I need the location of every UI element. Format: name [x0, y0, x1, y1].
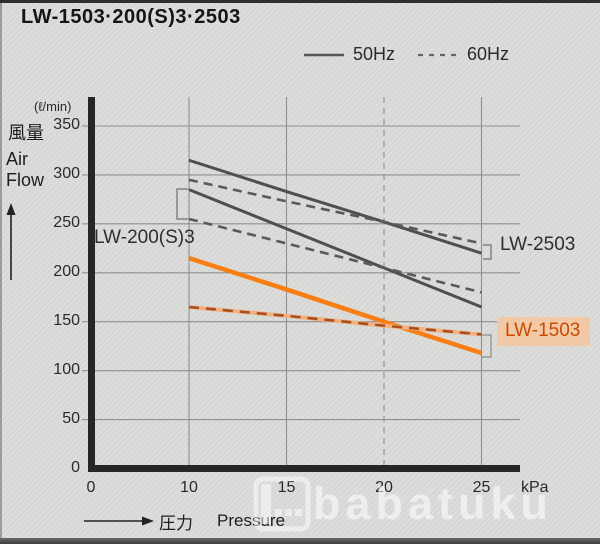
y-axis-unit: (ℓ/min)	[34, 99, 72, 114]
y-axis-line	[88, 97, 95, 472]
y-tick-label: 100	[53, 360, 80, 378]
page-left-edge	[0, 0, 2, 544]
y-tick-label: 50	[62, 409, 80, 427]
series-LW-1503-50Hz	[188, 255, 483, 356]
bracket-lw1503	[482, 334, 492, 358]
y-axis-label-ja: 風量	[8, 123, 44, 143]
series-LW-1503-60Hz	[188, 305, 482, 336]
y-tick-label: 250	[53, 213, 80, 231]
x-tick-label: 20	[375, 479, 393, 496]
x-tick-label: 0	[86, 479, 96, 496]
y-tick-label: 0	[71, 458, 80, 476]
air-flow-arrow-up-icon	[6, 203, 16, 280]
x-tick-label: 15	[277, 479, 296, 496]
solid-line-swatch-icon	[304, 53, 344, 56]
x-axis-label-ja: 圧力	[159, 514, 193, 533]
page-title: LW-1503·200(S)3·2503	[21, 6, 241, 28]
watermark-text: babatuku	[313, 478, 554, 529]
y-tick-label: 200	[53, 262, 80, 280]
dashed-line-swatch-icon	[418, 53, 459, 56]
legend-item-60hz: 60Hz	[417, 44, 509, 65]
legend-item-50hz: 50Hz	[303, 44, 395, 65]
annotation-lw200s3: LW-200(S)3	[94, 227, 195, 248]
y-tick-label: 150	[53, 311, 80, 329]
bracket-lw2503	[483, 244, 492, 260]
legend-label-60hz: 60Hz	[467, 44, 510, 64]
series-LW-2503-50Hz	[188, 158, 482, 255]
x-tick-label: 10	[180, 479, 198, 496]
y-tick-label: 300	[53, 164, 80, 182]
annotation-lw1503: LW-1503	[497, 317, 591, 346]
page-bottom-edge	[0, 538, 600, 544]
watermark-logo-icon	[253, 476, 311, 532]
annotation-lw2503: LW-2503	[500, 234, 576, 255]
x-axis-unit: kPa	[521, 479, 549, 496]
y-tick-label: 350	[53, 116, 80, 133]
y-axis-label-en: Air Flow	[6, 149, 45, 190]
legend-label-50hz: 50Hz	[353, 44, 396, 64]
page-top-edge	[0, 0, 600, 3]
series-LW-200(S)3-60Hz	[188, 217, 482, 294]
x-tick-label: 25	[472, 479, 491, 496]
pressure-arrow-right-icon	[84, 516, 154, 526]
bracket-lw200s3	[176, 188, 188, 220]
chart-legend: 50Hz 60Hz	[303, 44, 509, 65]
series-underlay-LW-1503-60Hz	[188, 305, 482, 337]
x-axis-line	[88, 465, 520, 472]
series-LW-200(S)3-50Hz	[188, 188, 483, 309]
series-LW-2503-60Hz	[188, 178, 482, 245]
